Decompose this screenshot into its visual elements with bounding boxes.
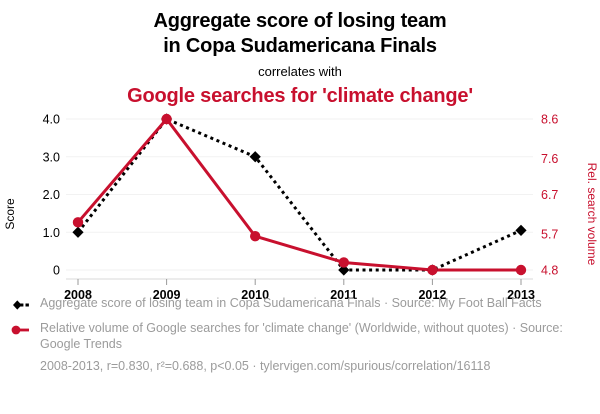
- legend-item-red: Relative volume of Google searches for '…: [6, 321, 594, 352]
- legend-label-black: Aggregate score of losing team in Copa S…: [40, 296, 542, 310]
- title-block: Aggregate score of losing team in Copa S…: [0, 0, 600, 109]
- page-title-line-3: Google searches for 'climate change': [127, 85, 473, 107]
- data-point-marker-red: [161, 113, 172, 125]
- left-axis-ticklabels: 0 1.0 2.0 3.0 4.0: [43, 113, 60, 278]
- left-axis-tick-label: 3.0: [43, 150, 60, 164]
- x-axis-tick-label: 2013: [507, 288, 535, 302]
- data-point-marker-red: [427, 264, 438, 276]
- correlates-with-label: correlates with: [258, 64, 342, 79]
- right-axis-tick-label: 8.6: [541, 113, 558, 127]
- chart-footer: Aggregate score of losing team in Copa S…: [0, 296, 600, 374]
- legend-label-red: Relative volume of Google searches for '…: [40, 321, 563, 351]
- diamond-dotted-line-icon: [6, 297, 40, 314]
- correlation-stats-note: 2008-2013, r=0.830, r²=0.688, p<0.05 · t…: [40, 359, 491, 373]
- data-point-marker-black: [249, 151, 261, 163]
- data-point-marker-red: [72, 217, 84, 228]
- right-axis-tick-label: 7.6: [541, 152, 558, 166]
- x-axis-tick-label: 2010: [241, 288, 269, 302]
- data-point-marker-black: [515, 224, 527, 236]
- right-axis-tick-label: 6.7: [541, 188, 558, 202]
- series-lines: [76, 117, 523, 272]
- circle-solid-line-icon: [6, 322, 40, 339]
- left-axis-tick-label: 1.0: [43, 226, 60, 240]
- left-axis-tick-label: 4.0: [43, 113, 60, 127]
- x-axis-tick-label: 2009: [153, 288, 181, 302]
- series-line-red: [76, 117, 523, 272]
- data-point-marker-red: [250, 231, 261, 242]
- right-axis-tick-label: 5.7: [541, 228, 558, 242]
- left-axis-tick-label: 2.0: [43, 188, 60, 202]
- x-axis-tick-label: 2011: [330, 288, 357, 302]
- data-point-marker-black: [72, 226, 84, 238]
- page-title-line-2: in Copa Sudamericana Finals: [163, 35, 437, 57]
- data-point-marker-red: [515, 264, 527, 276]
- gridlines: [66, 118, 533, 271]
- page-title-line-1: Aggregate score of losing team: [153, 10, 447, 32]
- right-axis-ticklabels: 4.8 5.7 6.7 7.6 8.6: [541, 113, 558, 278]
- data-point-marker-red: [338, 257, 349, 268]
- right-axis-title: Rel. search volume: [585, 163, 599, 266]
- left-axis-title: Score: [3, 198, 17, 230]
- left-axis-tick-label: 0: [53, 264, 60, 278]
- legend-item-black: Aggregate score of losing team in Copa S…: [6, 296, 594, 314]
- x-axis-ticklabels: 2008 2009 2010 2011 2012 2013: [64, 288, 535, 302]
- data-point-marker-black: [338, 264, 350, 276]
- right-axis-tick-label: 4.8: [541, 264, 558, 278]
- axis-lines: [66, 278, 533, 285]
- correlation-line-chart: 01.02.03.04.0 4.85.76.77.68.6 2008 2009 20…: [3, 113, 599, 303]
- x-axis-tick-label: 2008: [64, 288, 92, 302]
- x-axis-tick-label: 2012: [418, 288, 446, 302]
- chart-area: 0 1.0 2.0 3.0 4.0 4.8 5.7 6.7 7.6 8.6 2008 2009 20…: [0, 109, 600, 304]
